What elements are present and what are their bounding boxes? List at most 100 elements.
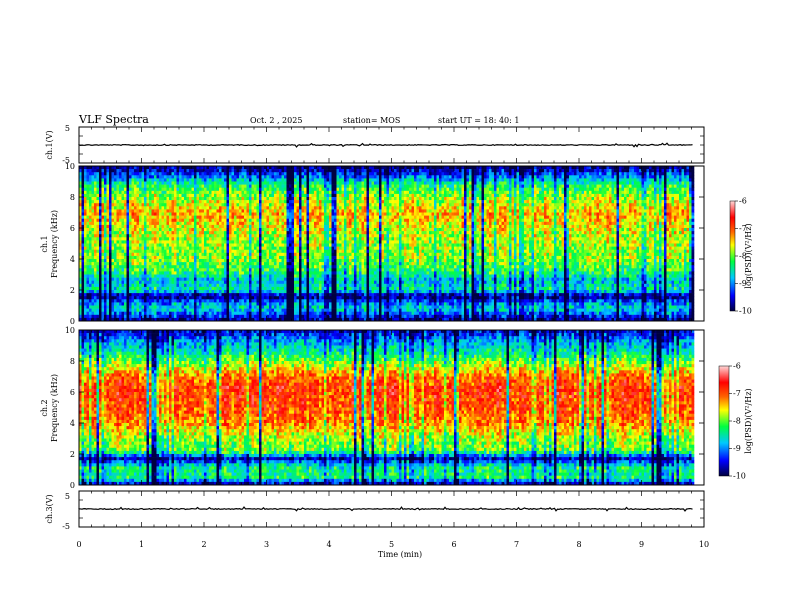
spectrogram-cell bbox=[266, 181, 270, 185]
spectrogram-cell bbox=[204, 293, 207, 297]
spectrogram-cell bbox=[114, 200, 117, 204]
spectrogram-cell bbox=[241, 255, 245, 260]
spectrogram-cell bbox=[274, 246, 277, 250]
spectrogram-cell bbox=[279, 280, 282, 285]
spectrogram-cell bbox=[234, 231, 237, 235]
spectrogram-cell bbox=[119, 240, 122, 244]
spectrogram-cell bbox=[224, 268, 227, 272]
spectrogram-cell bbox=[166, 268, 170, 272]
spectrogram-cell bbox=[224, 237, 227, 241]
spectrogram-cell bbox=[104, 314, 107, 319]
spectrogram-cell bbox=[299, 286, 302, 291]
spectrogram-cell bbox=[211, 302, 215, 306]
spectrogram-cell bbox=[156, 262, 160, 266]
spectrogram-cell bbox=[119, 200, 122, 204]
spectrogram-cell bbox=[224, 206, 227, 210]
spectrogram-cell bbox=[246, 259, 250, 263]
spectrogram-cell bbox=[146, 246, 150, 250]
spectrogram-cell bbox=[194, 311, 197, 316]
spectrogram-cell bbox=[261, 228, 265, 232]
spectrogram-cell bbox=[251, 169, 255, 173]
spectrogram-cell bbox=[101, 314, 105, 319]
spectrogram-cell bbox=[304, 265, 307, 269]
spectrogram-cell bbox=[214, 277, 217, 281]
spectrogram-cell bbox=[81, 218, 85, 223]
spectrogram-cell bbox=[246, 314, 250, 319]
spectrogram-cell bbox=[289, 308, 292, 312]
spectrogram-cell bbox=[141, 305, 145, 309]
spectrogram-cell bbox=[286, 209, 290, 213]
spectrogram-cell bbox=[81, 262, 85, 266]
spectrogram-cell bbox=[221, 193, 225, 198]
spectrogram-cell bbox=[81, 255, 85, 260]
spectrogram-cell bbox=[186, 274, 190, 278]
spectrogram-cell bbox=[301, 215, 305, 219]
spectrogram-cell bbox=[179, 231, 182, 235]
spectrogram-cell bbox=[319, 169, 322, 173]
spectrogram-cell bbox=[179, 246, 182, 250]
spectrogram-cell bbox=[254, 271, 257, 275]
spectrogram-cell bbox=[86, 237, 90, 241]
spectrogram-cell bbox=[251, 215, 255, 219]
spectrogram-cell bbox=[211, 249, 215, 254]
spectrogram-cell bbox=[101, 190, 105, 195]
spectrogram-cell bbox=[106, 271, 110, 275]
spectrogram-cell bbox=[86, 255, 90, 260]
spectrogram-cell bbox=[91, 262, 95, 266]
spectrogram-cell bbox=[151, 231, 155, 235]
spectrogram-cell bbox=[294, 197, 297, 201]
spectrogram-cell bbox=[239, 172, 242, 176]
spectrogram-cell bbox=[131, 166, 135, 170]
spectrogram-cell bbox=[106, 212, 110, 216]
spectrogram-cell bbox=[271, 231, 275, 235]
spectrogram-cell bbox=[91, 209, 95, 213]
spectrogram-cell bbox=[226, 283, 230, 288]
spectrogram-cell bbox=[314, 293, 317, 297]
spectrogram-cell bbox=[181, 228, 185, 232]
spectrogram-cell bbox=[301, 293, 305, 297]
spectrogram-cell bbox=[111, 277, 115, 281]
spectrogram-cell bbox=[169, 209, 172, 213]
spectrogram-cell bbox=[84, 271, 87, 275]
spectrogram-cell bbox=[94, 271, 97, 275]
spectrogram-cell bbox=[244, 166, 247, 170]
spectrogram-cell bbox=[101, 212, 105, 216]
spectrogram-cell bbox=[281, 265, 285, 269]
spectrogram-cell bbox=[259, 224, 262, 229]
spectrogram-cell bbox=[196, 240, 200, 244]
spectrogram-cell bbox=[91, 175, 95, 179]
spectrogram-cell bbox=[196, 252, 200, 257]
spectrogram-cell bbox=[274, 283, 277, 288]
spectrogram-cell bbox=[181, 212, 185, 216]
spectrogram-cell bbox=[301, 221, 305, 226]
spectrogram-cell bbox=[201, 271, 205, 275]
spectrogram-cell bbox=[274, 215, 277, 219]
spectrogram-cell bbox=[89, 184, 92, 188]
spectrogram-cell bbox=[174, 237, 177, 241]
spectrogram-cell bbox=[89, 175, 92, 179]
spectrogram-cell bbox=[271, 290, 275, 294]
spectrogram-cell bbox=[129, 277, 132, 281]
spectrogram-cell bbox=[211, 169, 215, 173]
spectrogram-cell bbox=[161, 317, 165, 322]
spectrogram-cell bbox=[236, 302, 240, 306]
spectrogram-cell bbox=[301, 259, 305, 263]
spectrogram-cell bbox=[204, 296, 207, 300]
spectrogram-cell bbox=[219, 299, 222, 303]
spectrogram-cell bbox=[126, 299, 130, 303]
spectrogram-cell bbox=[129, 169, 132, 173]
spectrogram-cell bbox=[179, 240, 182, 244]
spectrogram-cell bbox=[171, 265, 175, 269]
spectrogram-cell bbox=[246, 268, 250, 272]
spectrogram-cell bbox=[94, 252, 97, 257]
spectrogram-cell bbox=[289, 200, 292, 204]
spectrogram-cell bbox=[166, 228, 170, 232]
spectrogram-cell bbox=[134, 268, 137, 272]
spectrogram-cell bbox=[249, 308, 252, 312]
spectrogram-cell bbox=[171, 197, 175, 201]
spectrogram-cell bbox=[286, 240, 290, 244]
spectrogram-cell bbox=[224, 187, 227, 192]
spectrogram-cell bbox=[286, 218, 290, 223]
spectrogram-cell bbox=[274, 187, 277, 192]
spectrogram-cell bbox=[254, 215, 257, 219]
